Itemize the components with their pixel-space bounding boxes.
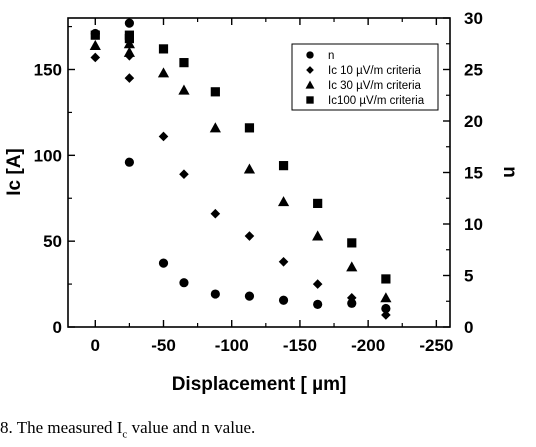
legend-label: Ic 10 µV/m criteria — [328, 65, 422, 77]
data-point-triangle — [209, 122, 221, 133]
x-tick-label: -50 — [151, 336, 176, 355]
data-point-diamond — [346, 293, 357, 303]
data-point-triangle — [312, 230, 324, 241]
legend-marker-square — [306, 96, 314, 104]
legend-marker-diamond — [306, 66, 314, 74]
data-point-triangle — [277, 196, 290, 207]
plot-axes — [67, 17, 451, 328]
x-tick-label: -150 — [283, 336, 317, 355]
data-point-triangle — [89, 39, 101, 50]
y2-tick-label: 10 — [464, 215, 483, 234]
data-point-triangle — [243, 163, 256, 174]
legend-label: Ic 30 µV/m criteria — [328, 80, 422, 92]
x-tick-label: -100 — [215, 336, 249, 355]
y2-tick-label: 25 — [464, 61, 483, 80]
data-point-square — [347, 238, 357, 248]
data-point-circle — [179, 278, 189, 288]
y2-tick-label: 30 — [464, 9, 483, 28]
data-point-triangle — [346, 261, 358, 272]
data-point-square — [313, 198, 323, 208]
y-tick-label: 0 — [53, 318, 62, 337]
data-point-diamond — [179, 169, 189, 180]
y-axis-label: Ic [A] — [4, 148, 25, 196]
data-point-square — [381, 274, 391, 284]
y2-tick-label: 20 — [464, 112, 483, 131]
data-point-diamond — [381, 310, 391, 320]
data-point-diamond — [124, 73, 135, 83]
data-point-circle — [313, 299, 323, 309]
data-point-circle — [381, 303, 391, 314]
y2-tick-label: 15 — [464, 164, 483, 183]
y2-tick-label: 0 — [464, 318, 473, 337]
legend-marker-triangle — [305, 80, 315, 89]
legend-label: n — [328, 50, 334, 62]
x-tick-label: -250 — [419, 336, 453, 355]
data-point-square — [210, 87, 220, 97]
data-point-diamond — [244, 231, 255, 241]
data-point-square — [90, 30, 100, 40]
y2-tick-label: 5 — [464, 267, 473, 286]
series-square — [90, 30, 391, 284]
data-point-triangle — [178, 84, 190, 95]
y2-axis-label: n — [499, 166, 520, 178]
tick-labels: 0 -50 -100 -150 -200 -250 0 50 100 150 0 5 10 15 20 25 3… — [34, 9, 483, 355]
y-tick-label: 50 — [43, 232, 62, 251]
caption-prefix: 8. The measured I — [0, 418, 123, 437]
data-point-circle — [244, 291, 255, 301]
y-tick-label: 100 — [34, 146, 62, 165]
data-point-diamond — [210, 208, 221, 219]
data-point-diamond — [278, 256, 289, 267]
legend-box — [291, 43, 439, 111]
x-axis-label: Displacement [ µm] — [172, 374, 347, 395]
series-triangle — [89, 38, 392, 303]
data-point-square — [158, 44, 169, 54]
legend: n Ic 10 µV/m criteria Ic 30 µV/m criteria I… — [291, 43, 439, 111]
data-point-circle — [124, 18, 134, 28]
data-point-square — [244, 123, 255, 133]
data-point-circle — [210, 289, 220, 299]
data-point-triangle — [157, 67, 170, 78]
data-point-circle — [278, 295, 289, 305]
data-point-triangle — [380, 292, 392, 303]
data-point-circle — [158, 258, 169, 268]
caption-suffix: value and n value. — [127, 418, 256, 437]
series-diamond — [90, 50, 391, 320]
data-points — [89, 18, 392, 320]
data-point-square — [278, 161, 289, 171]
data-point-square — [124, 34, 134, 44]
x-tick-label: 0 — [91, 336, 100, 355]
data-point-diamond — [312, 279, 323, 289]
data-point-triangle — [123, 46, 135, 57]
data-point-diamond — [158, 131, 169, 142]
data-point-circle — [347, 298, 357, 308]
legend-marker-circle — [306, 51, 314, 59]
y-tick-label: 150 — [34, 61, 62, 80]
x-tick-label: -200 — [351, 336, 385, 355]
data-point-circle — [124, 157, 134, 167]
data-point-diamond — [90, 52, 101, 63]
figure-caption: 8. The measured Ic value and n value. — [0, 418, 536, 440]
data-point-square — [179, 58, 189, 68]
legend-label: Ic100 µV/m criteria — [328, 95, 425, 107]
caption-subscript: c — [122, 428, 128, 441]
